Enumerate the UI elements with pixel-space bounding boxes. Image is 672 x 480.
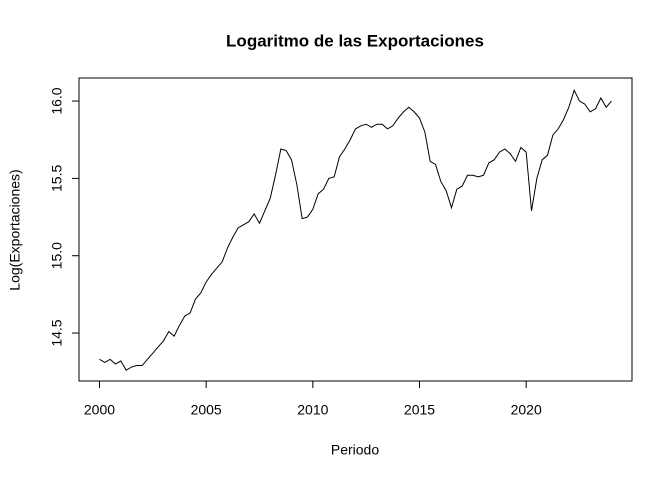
- x-tick-label: 2005: [191, 402, 222, 418]
- y-tick-label: 15.5: [49, 165, 65, 192]
- x-tick-label: 2010: [297, 402, 328, 418]
- y-tick-label: 15.0: [49, 242, 65, 269]
- y-tick-label: 16.0: [49, 87, 65, 114]
- x-tick-label: 2000: [84, 402, 115, 418]
- data-line: [99, 88, 612, 371]
- y-axis-label: Log(Exportaciones): [7, 169, 23, 290]
- x-tick-label: 2020: [511, 402, 542, 418]
- x-tick-label: 2015: [404, 402, 435, 418]
- y-tick-label: 14.5: [49, 319, 65, 346]
- x-axis-label: Periodo: [331, 442, 379, 458]
- chart-title: Logaritmo de las Exportaciones: [226, 31, 484, 50]
- plot-box: [78, 77, 633, 382]
